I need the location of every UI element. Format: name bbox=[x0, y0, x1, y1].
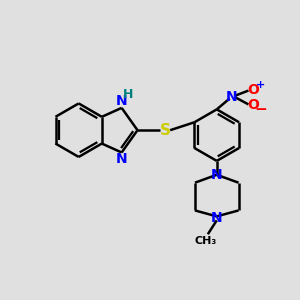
Text: −: − bbox=[254, 102, 267, 117]
Text: N: N bbox=[116, 94, 127, 108]
Text: N: N bbox=[226, 89, 237, 103]
Text: CH₃: CH₃ bbox=[195, 236, 217, 246]
Text: N: N bbox=[211, 212, 223, 225]
Text: H: H bbox=[122, 88, 133, 100]
Text: N: N bbox=[116, 152, 127, 167]
Text: N: N bbox=[211, 168, 223, 182]
Text: +: + bbox=[256, 80, 265, 90]
Text: O: O bbox=[248, 98, 260, 112]
Text: O: O bbox=[248, 82, 260, 97]
Text: S: S bbox=[160, 123, 171, 138]
